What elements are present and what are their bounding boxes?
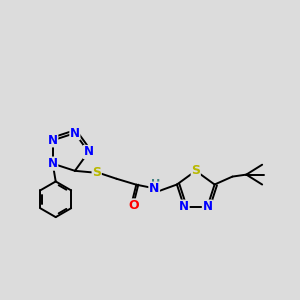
Text: N: N (48, 157, 58, 170)
Text: S: S (92, 166, 101, 179)
Text: N: N (149, 182, 159, 195)
Text: N: N (202, 200, 212, 213)
Text: N: N (179, 200, 189, 213)
Text: S: S (191, 164, 200, 177)
Text: N: N (48, 134, 58, 147)
Text: N: N (84, 146, 94, 158)
Text: H: H (152, 179, 161, 189)
Text: N: N (70, 127, 80, 140)
Text: O: O (128, 199, 139, 212)
